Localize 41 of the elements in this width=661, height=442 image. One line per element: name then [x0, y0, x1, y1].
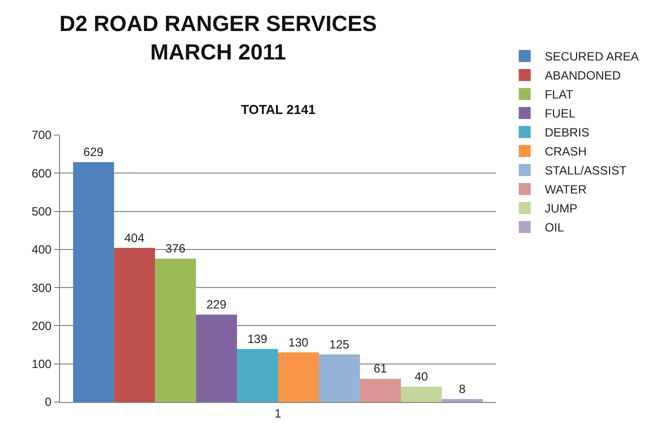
y-tick-label: 500: [32, 204, 52, 218]
data-label: 125: [329, 337, 350, 352]
y-tick-label: 200: [32, 318, 52, 333]
bar: [196, 314, 238, 402]
data-label: 229: [206, 298, 227, 312]
y-tick-label: 600: [32, 166, 52, 180]
y-tick-label: 700: [32, 128, 52, 142]
bar: [442, 398, 483, 402]
bar: [360, 378, 401, 402]
data-label: 130: [288, 335, 309, 350]
legend-label: STALL/ASSIST: [544, 164, 628, 178]
legend-label: WATER: [544, 182, 588, 197]
data-label: 8: [458, 382, 466, 396]
bar: [237, 348, 278, 402]
legend-label: SECURED AREA: [544, 50, 639, 64]
chart-title: D2 ROAD RANGER SERVICES MARCH 2011: [59, 10, 377, 65]
legend-label: DEBRIS: [544, 126, 590, 140]
legend-label: OIL: [544, 220, 564, 235]
bar: [400, 386, 442, 402]
y-tick-label: 100: [32, 357, 52, 372]
data-label: 404: [124, 230, 145, 245]
legend-label: ABANDONED: [544, 68, 622, 83]
legend-label: FLAT: [544, 88, 574, 102]
bar: [73, 162, 114, 402]
data-label: 61: [374, 362, 388, 376]
x-tick-label: 1: [274, 406, 282, 420]
legend-label: CRASH: [544, 144, 587, 159]
y-tick-label: 0: [44, 395, 52, 410]
legend-label: JUMP: [544, 202, 578, 216]
y-tick-label: 300: [32, 280, 52, 295]
data-label: 139: [247, 332, 268, 346]
bar: [155, 258, 196, 402]
bar: [114, 248, 156, 402]
y-tick-label: 400: [32, 242, 52, 257]
data-label: 629: [83, 145, 104, 160]
chart-subtitle: TOTAL 2141: [241, 102, 316, 117]
bar: [278, 352, 319, 402]
data-label: 40: [414, 370, 428, 384]
bar: [318, 354, 360, 402]
legend-label: FUEL: [544, 106, 576, 121]
data-label: 376: [165, 242, 186, 256]
